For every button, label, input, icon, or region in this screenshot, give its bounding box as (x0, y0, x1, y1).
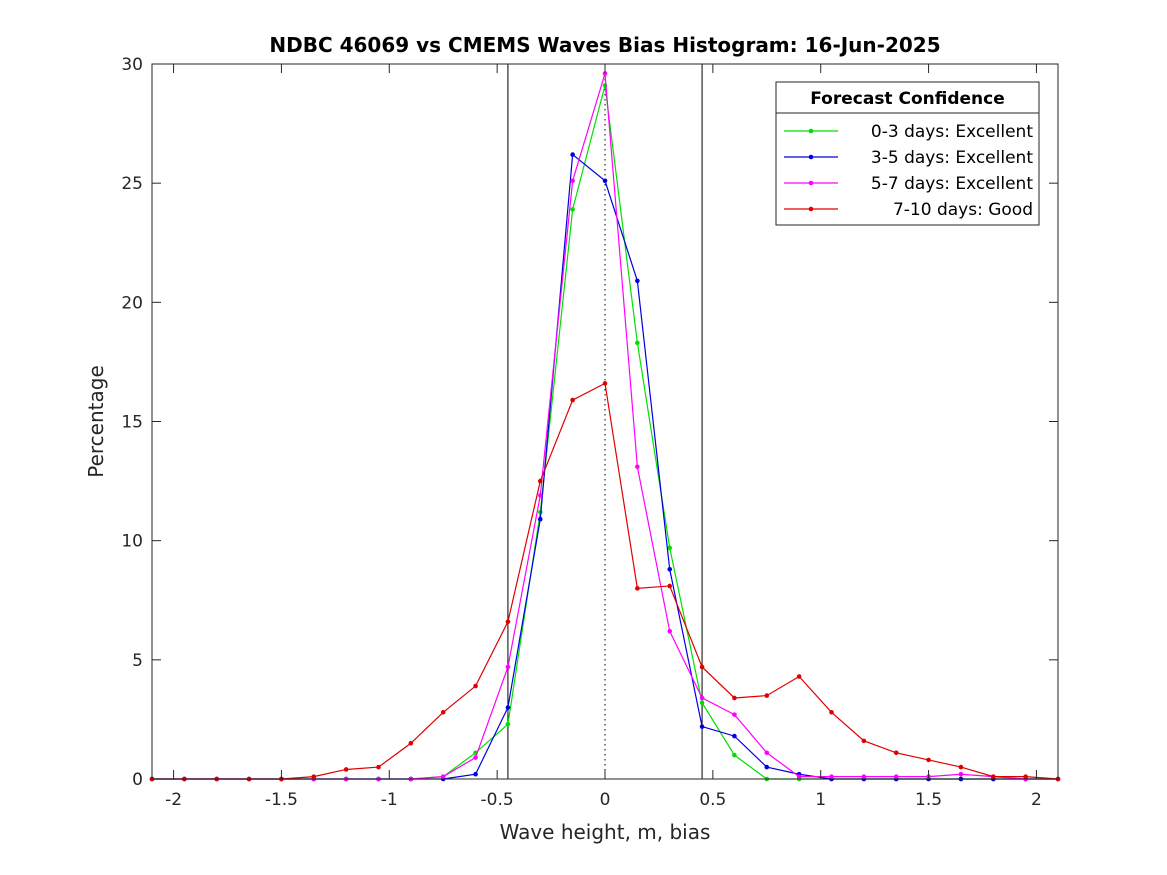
series-3-point-16 (667, 583, 673, 589)
x-tick-label-0: -2 (165, 790, 182, 810)
series-3-point-10 (473, 683, 478, 689)
series-2-point-10 (473, 755, 478, 760)
series-2-point-11 (505, 664, 511, 670)
series-3-point-24 (926, 757, 931, 763)
series-2-point-14 (602, 71, 608, 76)
series-3-point-22 (861, 738, 867, 744)
series-3-point-15 (635, 586, 640, 591)
series-0-point-18 (732, 752, 737, 758)
legend-swatch-marker-3 (808, 206, 814, 212)
legend-box (775, 81, 1040, 226)
series-3-point-19 (764, 693, 770, 698)
series-1-point-10 (473, 771, 478, 777)
series-3-point-5 (311, 774, 317, 779)
legend-entry-2: 5-7 days: Excellent (784, 174, 1033, 194)
legend-label-1: 3-5 days: Excellent (871, 148, 1033, 168)
series-3-point-8 (408, 740, 414, 746)
series-2-point-20 (796, 774, 802, 779)
series-0-point-16 (667, 545, 673, 551)
y-tick-label-2: 10 (121, 532, 143, 552)
y-tick-label-5: 25 (121, 174, 143, 194)
legend-label-3: 7-10 days: Good (893, 200, 1033, 220)
series-3-point-11 (505, 619, 511, 624)
series-0-point-15 (635, 340, 640, 346)
series-3-point-27 (1023, 774, 1028, 779)
series-3-point-12 (537, 478, 543, 484)
series-3-point-17 (699, 664, 705, 670)
series-3-point-23 (893, 750, 899, 756)
series-3-point-14 (602, 381, 608, 386)
series-2-point-23 (893, 774, 899, 779)
series-1-point-15 (635, 278, 640, 284)
x-tick-label-3: -0.5 (481, 790, 514, 810)
series-1-point-14 (602, 178, 608, 184)
legend-title: Forecast Confidence (810, 89, 1005, 109)
series-2-point-22 (861, 774, 867, 779)
legend-swatch-marker-0 (808, 128, 814, 134)
x-axis-label: Wave height, m, bias (500, 820, 711, 844)
series-2-point-16 (667, 628, 673, 634)
reference-lines (507, 64, 703, 779)
x-tick-label-6: 1 (815, 790, 826, 810)
series-3 (149, 381, 1061, 782)
series-2-point-18 (732, 712, 737, 717)
y-tick-label-6: 30 (121, 55, 143, 75)
series-3-point-18 (732, 695, 737, 701)
x-tick-label-2: -1 (381, 790, 398, 810)
series-2-point-15 (635, 464, 640, 470)
series-3-point-20 (796, 674, 802, 679)
series-0-point-13 (570, 207, 575, 212)
series-1-point-13 (570, 152, 575, 157)
series-3-point-9 (440, 709, 446, 715)
legend-entry-1: 3-5 days: Excellent (784, 148, 1033, 168)
legend-entry-0: 0-3 days: Excellent (784, 122, 1033, 142)
legend-swatch-marker-2 (808, 180, 814, 186)
series-1-point-12 (537, 516, 543, 522)
y-tick-label-4: 20 (121, 293, 143, 313)
x-tick-label-7: 1.5 (915, 790, 942, 810)
x-tick-label-8: 2 (1031, 790, 1042, 810)
x-tick-label-1: -1.5 (265, 790, 298, 810)
chart-title: NDBC 46069 vs CMEMS Waves Bias Histogram… (269, 33, 940, 57)
series-3-point-7 (376, 764, 381, 770)
series-2-point-12 (537, 493, 543, 498)
series-2-point-9 (440, 774, 446, 779)
axis-ticks (152, 63, 1058, 780)
series-1-point-11 (505, 705, 511, 710)
legend-label-0: 0-3 days: Excellent (871, 122, 1033, 142)
series-1-point-19 (764, 764, 770, 770)
series-2-point-25 (958, 771, 964, 777)
series-2-point-17 (699, 695, 705, 701)
series-3-point-13 (570, 397, 575, 403)
legend-entry-3: 7-10 days: Good (784, 200, 1033, 220)
legend-entries: 0-3 days: Excellent 3-5 days: Excellent 5-… (784, 122, 1033, 220)
legend-label-2: 5-7 days: Excellent (871, 174, 1033, 194)
series-3-point-25 (958, 764, 964, 770)
series-0-point-11 (505, 721, 511, 727)
series-3-point-21 (829, 709, 834, 715)
y-tick-label-1: 5 (132, 651, 143, 671)
x-tick-label-5: 0.5 (699, 790, 726, 810)
series-2-point-13 (570, 178, 575, 184)
series-1-point-16 (667, 566, 673, 572)
y-tick-label-0: 0 (132, 770, 143, 790)
x-tick-label-4: 0 (600, 790, 611, 810)
series-2-point-19 (764, 750, 770, 756)
y-axis-label: Percentage (84, 365, 108, 478)
series-2-point-21 (829, 774, 834, 779)
series-1-point-18 (732, 733, 737, 739)
legend-swatch-marker-1 (808, 154, 814, 160)
legend: Forecast Confidence 0-3 days: Excellent 3… (775, 81, 1040, 226)
series-3-point-26 (990, 774, 996, 779)
series-1-point-17 (699, 724, 705, 729)
y-tick-label-3: 15 (121, 413, 143, 433)
series-3-point-6 (343, 767, 349, 772)
series-0-point-17 (699, 700, 705, 706)
